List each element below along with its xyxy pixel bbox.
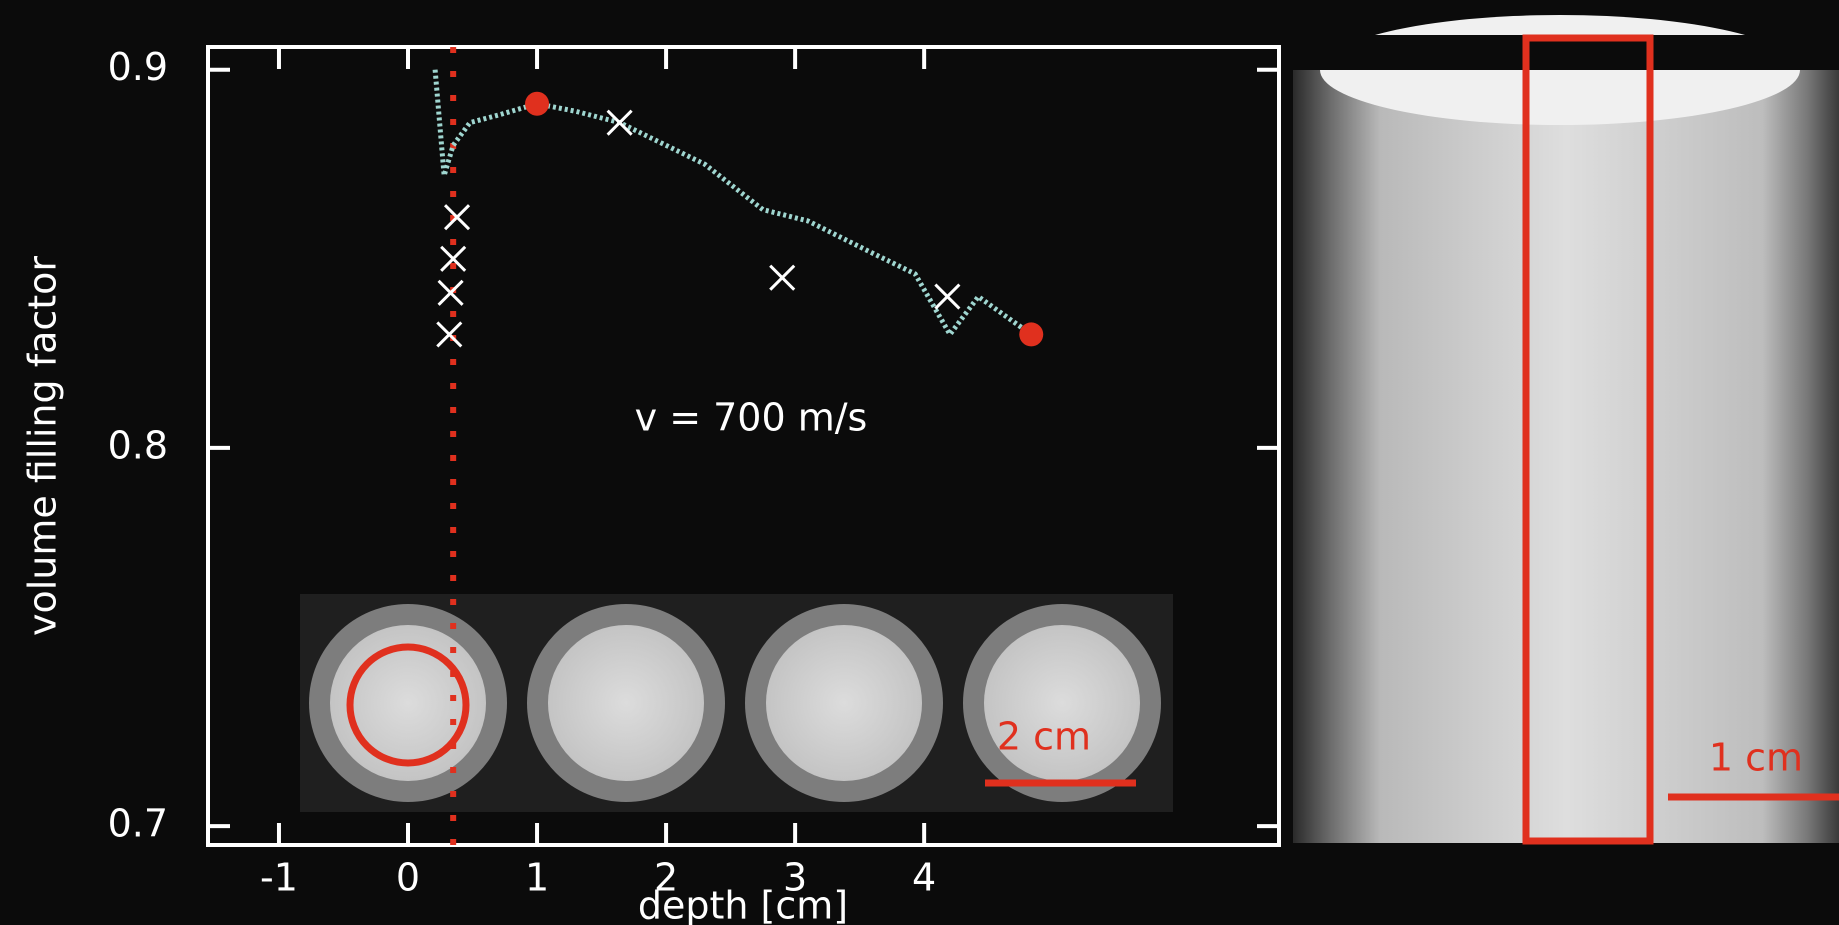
xray-panel — [1293, 15, 1839, 843]
scale-label: 1 cm — [1709, 736, 1803, 780]
end-point — [1019, 322, 1043, 346]
trace-line — [435, 70, 1031, 335]
end-point — [525, 92, 549, 116]
cross-marker — [770, 266, 794, 290]
scale-label: 2 cm — [997, 715, 1091, 759]
x-tick-label: 2 — [654, 856, 678, 900]
cross-marker — [439, 281, 463, 305]
x-tick-label: 1 — [525, 856, 549, 900]
cross-marker — [437, 322, 461, 346]
x-tick-label: -1 — [260, 856, 298, 900]
y-tick-label: 0.7 — [108, 802, 168, 846]
y-tick-label: 0.9 — [108, 45, 168, 89]
inset — [300, 594, 1173, 812]
annotation: v = 700 m/s — [635, 396, 868, 440]
x-tick-label: 0 — [396, 856, 420, 900]
x-tick-label: 4 — [912, 856, 936, 900]
y-axis-title: volume filling factor — [21, 256, 65, 636]
cross-marker — [935, 285, 959, 309]
x-tick-label: 3 — [783, 856, 807, 900]
cross-marker — [445, 205, 469, 229]
slide: volume filling factor depth [cm] v = 700… — [0, 0, 1839, 925]
y-tick-label: 0.8 — [108, 423, 168, 467]
